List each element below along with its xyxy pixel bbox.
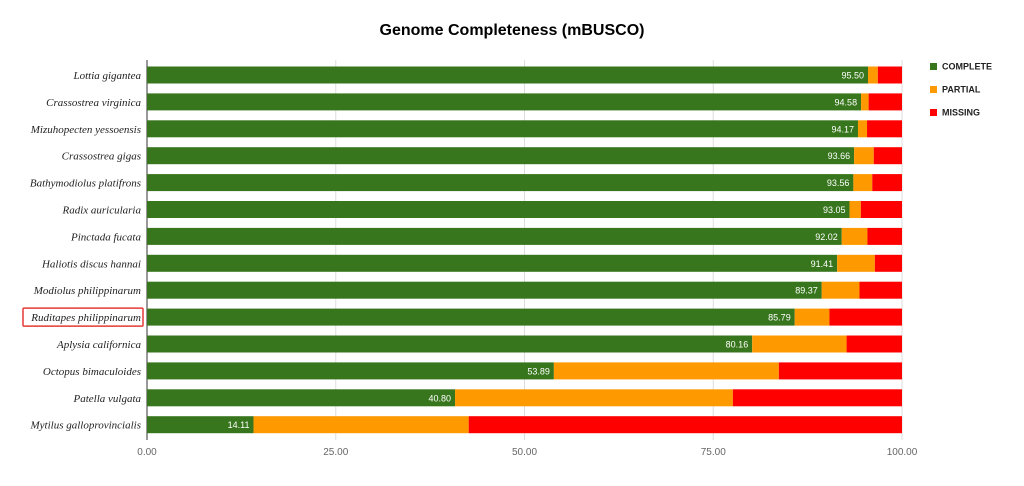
bar-partial-13 xyxy=(253,416,469,434)
bar-complete-5 xyxy=(147,201,850,218)
bar-complete-9 xyxy=(147,308,795,326)
x-tick-label-0: 0.00 xyxy=(137,447,157,458)
category-label-5: Radix auricularia xyxy=(61,205,141,217)
data-label-0: 95.50 xyxy=(841,71,864,81)
bar-partial-8 xyxy=(821,281,860,299)
bar-complete-7 xyxy=(147,254,838,272)
category-label-1: Crassostrea virginica xyxy=(46,97,141,109)
bar-missing-12 xyxy=(732,389,902,407)
bar-partial-10 xyxy=(752,335,847,353)
category-label-9: Ruditapes philippinarum xyxy=(30,312,141,324)
data-label-3: 93.66 xyxy=(828,151,851,161)
chart-title: Genome Completeness (mBUSCO) xyxy=(379,22,645,39)
bar-partial-7 xyxy=(837,254,875,272)
data-label-5: 93.05 xyxy=(823,205,846,215)
x-tick-label-3: 75.00 xyxy=(701,447,726,458)
bar-complete-13 xyxy=(147,416,254,434)
data-label-10: 80.16 xyxy=(726,340,749,350)
bar-partial-4 xyxy=(853,174,873,192)
category-label-2: Mizuhopecten yessoensis xyxy=(30,124,141,136)
bar-partial-0 xyxy=(868,66,878,84)
bar-partial-6 xyxy=(841,227,868,245)
bar-missing-8 xyxy=(859,281,902,299)
bar-missing-5 xyxy=(860,201,902,218)
bar-missing-0 xyxy=(877,66,902,84)
legend-label-missing: MISSING xyxy=(942,108,980,118)
data-label-2: 94.17 xyxy=(831,124,854,134)
bar-partial-9 xyxy=(794,308,830,326)
data-label-13: 14.11 xyxy=(228,420,250,430)
legend-label-partial: PARTIAL xyxy=(942,85,981,95)
bar-complete-2 xyxy=(147,120,858,138)
data-label-7: 91.41 xyxy=(811,259,834,269)
bar-missing-2 xyxy=(867,120,902,138)
data-label-6: 92.02 xyxy=(815,232,838,242)
data-label-8: 89.37 xyxy=(795,286,818,296)
legend-swatch-missing xyxy=(930,109,937,116)
bar-partial-1 xyxy=(861,93,869,111)
bar-partial-12 xyxy=(455,389,733,407)
legend-label-complete: COMPLETE xyxy=(942,62,992,72)
highlight-box xyxy=(22,307,144,327)
data-label-9: 85.79 xyxy=(768,313,791,323)
data-label-12: 40.80 xyxy=(429,393,452,403)
bar-complete-3 xyxy=(147,147,855,165)
bar-missing-13 xyxy=(468,416,902,434)
data-label-11: 53.89 xyxy=(527,366,550,376)
bar-partial-3 xyxy=(854,147,874,165)
bar-missing-7 xyxy=(874,254,902,272)
bar-complete-4 xyxy=(147,174,854,192)
category-label-4: Bathymodiolus platifrons xyxy=(30,178,141,190)
category-label-13: Mytilus galloprovincialis xyxy=(30,420,142,432)
category-label-6: Pinctada fucata xyxy=(70,231,141,243)
legend-swatch-partial xyxy=(930,86,937,93)
bar-missing-10 xyxy=(846,335,902,353)
bar-missing-11 xyxy=(778,362,902,380)
bar-complete-1 xyxy=(147,93,862,111)
legend-swatch-complete xyxy=(930,63,937,70)
bar-partial-2 xyxy=(857,120,868,138)
data-label-4: 93.56 xyxy=(827,178,850,188)
bar-complete-6 xyxy=(147,227,842,245)
bar-partial-11 xyxy=(553,362,779,380)
category-label-10: Aplysia californica xyxy=(56,339,142,351)
category-label-11: Octopus bimaculoides xyxy=(43,366,141,378)
bar-complete-10 xyxy=(147,335,753,353)
bar-missing-6 xyxy=(867,227,902,245)
category-label-7: Haliotis discus hannai xyxy=(41,258,141,270)
category-label-12: Patella vulgata xyxy=(72,393,141,405)
data-label-1: 94.58 xyxy=(835,97,858,107)
bar-complete-8 xyxy=(147,281,822,299)
bar-complete-11 xyxy=(147,362,554,380)
bar-complete-12 xyxy=(147,389,456,407)
bar-partial-5 xyxy=(849,201,861,218)
bar-complete-0 xyxy=(147,66,869,84)
bar-missing-1 xyxy=(868,93,902,111)
category-label-3: Crassostrea gigas xyxy=(62,151,141,163)
category-label-8: Modiolus philippinarum xyxy=(33,285,141,297)
x-tick-label-2: 50.00 xyxy=(512,447,537,458)
category-label-0: Lottia gigantea xyxy=(72,70,141,82)
bar-missing-3 xyxy=(873,147,902,165)
x-tick-label-4: 100.00 xyxy=(887,447,918,458)
x-tick-label-1: 25.00 xyxy=(323,447,348,458)
bar-missing-4 xyxy=(872,174,902,192)
bar-missing-9 xyxy=(829,308,902,326)
